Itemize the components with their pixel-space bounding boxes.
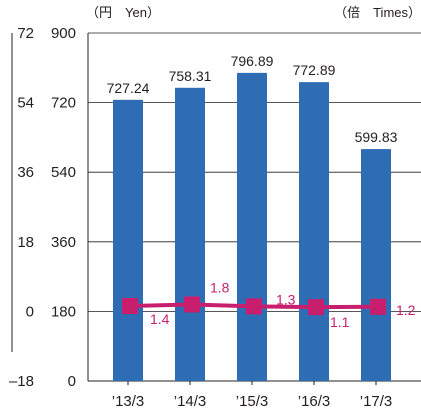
bar-data-label: 796.89	[231, 53, 274, 69]
line-axis-tick-label: 72	[17, 25, 34, 42]
bar	[361, 149, 391, 381]
line-axis-tick-label: 54	[17, 95, 34, 112]
line-data-label: 1.8	[210, 279, 230, 295]
line-series: 1.4 1.8 1.3 1.1 1.2	[122, 279, 416, 330]
bar-axis-tick-label: 360	[51, 234, 76, 251]
line-axis-unit: （倍 Times）	[334, 5, 421, 20]
x-tick-label: ’17/3	[360, 393, 393, 410]
bar-data-label: 758.31	[169, 68, 212, 84]
bar-data-label: 772.89	[293, 62, 336, 78]
line-data-label: 1.4	[150, 311, 170, 327]
line-marker	[308, 299, 324, 316]
bar-data-label: 599.83	[355, 129, 398, 145]
line-marker	[370, 298, 386, 315]
bar-axis-tick-label: 540	[51, 164, 76, 181]
x-tick-label: ’13/3	[112, 393, 145, 410]
x-tick-label: ’16/3	[298, 393, 331, 410]
line-data-label: 1.2	[396, 302, 416, 318]
line-axis-tick-label: 36	[17, 164, 34, 181]
line-marker	[184, 296, 200, 313]
axes	[11, 33, 421, 385]
bar	[237, 72, 267, 381]
bar-axis-tick-label: 720	[51, 95, 76, 112]
line-data-label: 1.3	[276, 291, 296, 307]
bar-series: 727.24 758.31 796.89 772.89 599.83	[107, 53, 398, 381]
bar	[175, 87, 205, 381]
line-axis-tick-label: 18	[17, 234, 34, 251]
line-axis-tick-label: 0	[26, 303, 34, 320]
bar	[299, 82, 329, 381]
x-tick-label: ’15/3	[236, 393, 269, 410]
bar-axis-unit: （円 Yen）	[86, 5, 160, 20]
bar-data-label: 727.24	[107, 80, 150, 96]
bar	[113, 99, 143, 381]
bar-axis-tick-label: 0	[68, 373, 76, 390]
line-axis-tick-label: –18	[9, 373, 34, 390]
bar-axis-tick-label: 180	[51, 303, 76, 320]
x-tick-label: ’14/3	[174, 393, 207, 410]
tick-labels: 0 180 360 540 720 900 –18 0 18 36 54 72 ’13/3 ’14/3 ’1…	[9, 25, 392, 410]
line-data-label: 1.1	[330, 314, 350, 330]
line-marker	[122, 297, 138, 314]
bar-axis-tick-label: 900	[51, 25, 76, 42]
line-marker	[246, 298, 262, 315]
